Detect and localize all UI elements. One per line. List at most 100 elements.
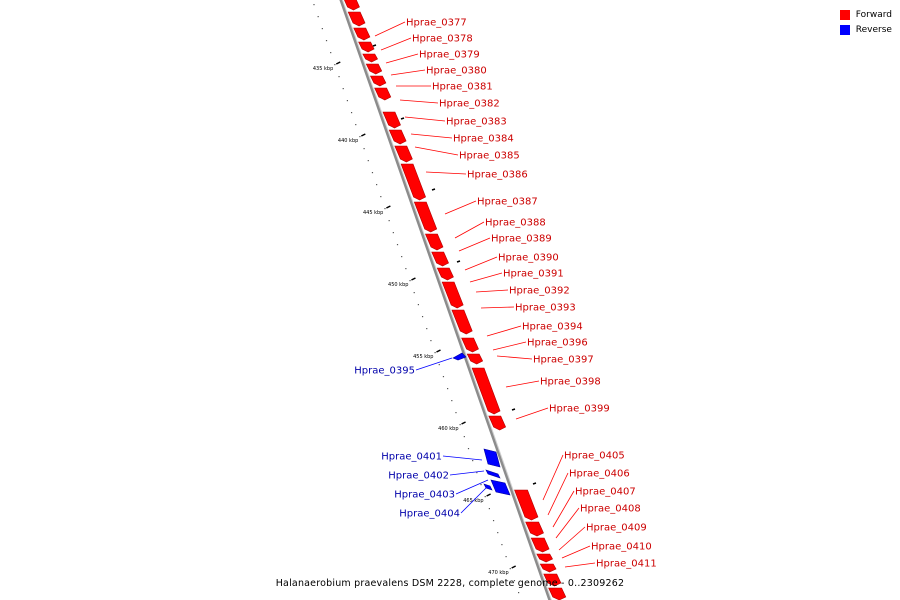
ruler-dot [409,280,411,282]
ruler-dot [472,460,474,462]
forward-gene-block [466,353,484,365]
reverse-leader-line [442,455,483,461]
forward-leader-line [404,116,446,122]
feature-tick [456,260,461,263]
forward-leader-line [505,380,540,388]
forward-leader-line [492,341,527,351]
forward-gene-block [369,75,387,87]
ruler-dot [392,232,394,234]
forward-leader-line [564,562,596,568]
forward-leader-line [555,507,580,539]
reverse-gene-block [483,448,501,468]
ruler-dot [505,556,507,558]
forward-gene-block [365,63,383,75]
forward-gene-block [353,27,371,41]
gene-labels: Hprae_0377 Hprae_0378 Hprae_0379 Hprae_0380… [354,18,656,570]
forward-gene-label: Hprae_0390 [498,253,559,264]
ruler-dot [467,448,470,450]
forward-gene-block [539,563,557,573]
forward-leader-line [480,306,515,309]
forward-gene-label: Hprae_0383 [446,117,507,128]
ruler-dot [492,520,495,522]
forward-leader-line [558,526,586,551]
reverse-gene-block [483,483,493,491]
ruler-dot [430,340,432,342]
forward-leader-line [454,221,485,239]
genome-backbone [339,0,552,600]
gene-features [344,0,567,600]
forward-gene-block [543,573,562,587]
ruler-dot [417,304,419,306]
tick-label: 440 kbp [338,138,358,144]
tick-mark [461,421,466,425]
ruler-dot [317,16,319,18]
legend: Forward Reverse [839,9,892,39]
ruler-dot [497,532,499,534]
ruler-dot [350,112,353,114]
ruler-dot [484,496,486,498]
ruler-dot [363,148,365,150]
forward-gene-label: Hprae_0405 [564,451,625,462]
ruler-dot [355,124,357,126]
forward-leader-line [469,272,503,283]
reverse-leader-line [415,357,453,371]
ruler-dot [401,256,403,258]
forward-gene-block [374,87,392,101]
ruler-dot [513,580,516,582]
forward-gene-block [413,201,438,233]
backbone-highlight [341,0,552,600]
legend-label-reverse: Reverse [855,24,892,35]
forward-gene-label: Hprae_0382 [439,99,500,110]
reverse-gene-label: Hprae_0403 [394,490,455,501]
ruler-dot [463,436,465,438]
forward-gene-block [536,553,553,563]
forward-gene-block [530,537,550,553]
forward-gene-block [388,129,407,145]
forward-leader-line [475,289,509,293]
ruler-dot [371,172,374,174]
reverse-gene-block [490,479,511,496]
forward-gene-label: Hprae_0393 [515,303,576,314]
ruler-dot [509,568,511,570]
ruler-dot [367,160,369,162]
ruler-dot [447,388,449,390]
reverse-leader-line [460,486,488,514]
reverse-gene-label: Hprae_0401 [381,452,442,463]
forward-gene-label: Hprae_0386 [467,170,528,181]
reverse-gene-block [485,469,501,479]
forward-leader-line [486,325,522,337]
reverse-gene-label: Hprae_0395 [354,366,415,377]
ruler-dot [342,88,344,90]
forward-leader-line [547,472,569,516]
forward-gene-block [358,41,375,53]
forward-leader-line [399,99,439,104]
forward-gene-block [441,281,464,309]
ruler-dot [488,508,490,510]
forward-gene-block [488,415,507,431]
ruler-dot [325,40,328,42]
forward-gene-label: Hprae_0394 [522,322,583,333]
forward-gene-block [394,145,413,163]
ruler-dot [338,76,340,78]
forward-gene-block [382,111,401,129]
genome-caption: Halanaerobium praevalens DSM 2228, compl… [275,578,625,589]
ruler-dot [321,28,323,30]
forward-leader-line [552,490,575,528]
tick-mark [386,205,391,209]
forward-gene-block [451,309,473,335]
ruler-dot [413,292,415,294]
forward-gene-label: Hprae_0410 [591,542,652,553]
forward-leader-line [385,53,419,64]
tick-mark [511,565,516,569]
ruler-dot [388,220,390,222]
forward-leader-line [410,133,453,139]
ruler-dot [501,544,503,546]
forward-leader-line [414,146,459,156]
ruler-dot [426,328,428,330]
forward-gene-label: Hprae_0388 [485,218,546,229]
forward-gene-block [362,53,378,63]
feature-tick [400,117,405,120]
forward-gene-label: Hprae_0385 [459,151,520,162]
forward-leader-line [425,171,467,175]
tick-label: 435 kbp [313,66,333,72]
